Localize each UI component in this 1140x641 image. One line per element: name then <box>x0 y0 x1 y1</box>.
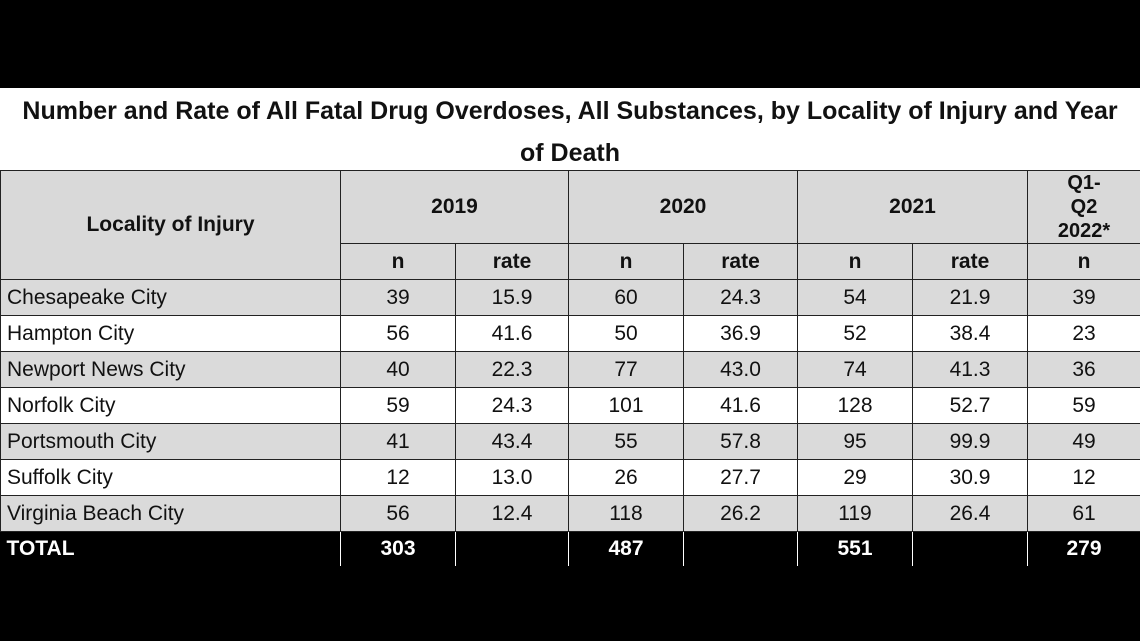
cell: 22.3 <box>455 351 569 388</box>
cell: 41.6 <box>455 315 569 352</box>
year-header: Q1-Q2 2022* <box>1027 170 1140 244</box>
locality: Hampton City <box>0 315 341 352</box>
locality: Suffolk City <box>0 459 341 496</box>
cell: 12 <box>1027 459 1140 496</box>
locality: Norfolk City <box>0 387 341 424</box>
row: Suffolk City 12 13.0 26 27.7 29 30.9 12 <box>0 459 1140 496</box>
locality: Newport News City <box>0 351 341 388</box>
cell: 23 <box>1027 315 1140 352</box>
row: Virginia Beach City 56 12.4 118 26.2 119 26.4 6… <box>0 495 1140 532</box>
total-row: TOTAL 303 487 551 279 <box>0 531 1140 566</box>
row: Newport News City 40 22.3 77 43.0 74 41.3 36 <box>0 351 1140 388</box>
cell: 56 <box>340 315 456 352</box>
blank <box>683 531 798 566</box>
subheader: rate <box>683 243 798 280</box>
cell: 39 <box>1027 279 1140 316</box>
blank <box>455 531 569 566</box>
cell: 54 <box>797 279 913 316</box>
total-label: TOTAL <box>0 531 341 566</box>
cell: 24.3 <box>683 279 798 316</box>
year-header: 2021 <box>797 170 1028 244</box>
cell: 13.0 <box>455 459 569 496</box>
subheader: rate <box>455 243 569 280</box>
total-value: 487 <box>568 531 684 566</box>
subheader: rate <box>912 243 1028 280</box>
subheader: n <box>568 243 684 280</box>
year-header: 2019 <box>340 170 569 244</box>
cell: 41.3 <box>912 351 1028 388</box>
total-value: 279 <box>1027 531 1140 566</box>
cell: 21.9 <box>912 279 1028 316</box>
cell: 49 <box>1027 423 1140 460</box>
locality-header: Locality of Injury <box>0 170 341 280</box>
row: Hampton City 56 41.6 50 36.9 52 38.4 23 <box>0 315 1140 352</box>
locality: Portsmouth City <box>0 423 341 460</box>
cell: 29 <box>797 459 913 496</box>
cell: 27.7 <box>683 459 798 496</box>
cell: 50 <box>568 315 684 352</box>
cell: 59 <box>1027 387 1140 424</box>
cell: 74 <box>797 351 913 388</box>
cell: 128 <box>797 387 913 424</box>
cell: 12.4 <box>455 495 569 532</box>
cell: 52.7 <box>912 387 1028 424</box>
locality: Chesapeake City <box>0 279 341 316</box>
cell: 12 <box>340 459 456 496</box>
cell: 57.8 <box>683 423 798 460</box>
cell: 36.9 <box>683 315 798 352</box>
cell: 52 <box>797 315 913 352</box>
subheader: n <box>340 243 456 280</box>
cell: 26.4 <box>912 495 1028 532</box>
cell: 61 <box>1027 495 1140 532</box>
row: Chesapeake City 39 15.9 60 24.3 54 21.9 39 <box>0 279 1140 316</box>
cell: 101 <box>568 387 684 424</box>
total-value: 303 <box>340 531 456 566</box>
cell: 36 <box>1027 351 1140 388</box>
cell: 95 <box>797 423 913 460</box>
cell: 77 <box>568 351 684 388</box>
cell: 118 <box>568 495 684 532</box>
cell: 26.2 <box>683 495 798 532</box>
locality: Virginia Beach City <box>0 495 341 532</box>
cell: 56 <box>340 495 456 532</box>
blank <box>912 531 1028 566</box>
cell: 59 <box>340 387 456 424</box>
year-header: 2020 <box>568 170 798 244</box>
cell: 26 <box>568 459 684 496</box>
row: Norfolk City 59 24.3 101 41.6 128 52.7 59 <box>0 387 1140 424</box>
cell: 43.0 <box>683 351 798 388</box>
table: Locality of Injury 2019 2020 2021 Q1-Q2 … <box>0 170 1140 566</box>
cell: 15.9 <box>455 279 569 316</box>
cell: 55 <box>568 423 684 460</box>
total-value: 551 <box>797 531 913 566</box>
row: Portsmouth City 41 43.4 55 57.8 95 99.9 49 <box>0 423 1140 460</box>
cell: 41 <box>340 423 456 460</box>
table-body: Chesapeake City 39 15.9 60 24.3 54 21.9 39 Hampt… <box>0 279 1140 566</box>
subheader-row: n rate n rate n rate n <box>1 243 1140 280</box>
cell: 99.9 <box>912 423 1028 460</box>
cell: 41.6 <box>683 387 798 424</box>
subheader: n <box>797 243 913 280</box>
cell: 30.9 <box>912 459 1028 496</box>
cell: 43.4 <box>455 423 569 460</box>
cell: 39 <box>340 279 456 316</box>
cell: 119 <box>797 495 913 532</box>
cell: 38.4 <box>912 315 1028 352</box>
cell: 24.3 <box>455 387 569 424</box>
title: Number and Rate of All Fatal Drug Overdo… <box>0 88 1140 170</box>
cell: 60 <box>568 279 684 316</box>
subheader: n <box>1027 243 1140 280</box>
cell: 40 <box>340 351 456 388</box>
